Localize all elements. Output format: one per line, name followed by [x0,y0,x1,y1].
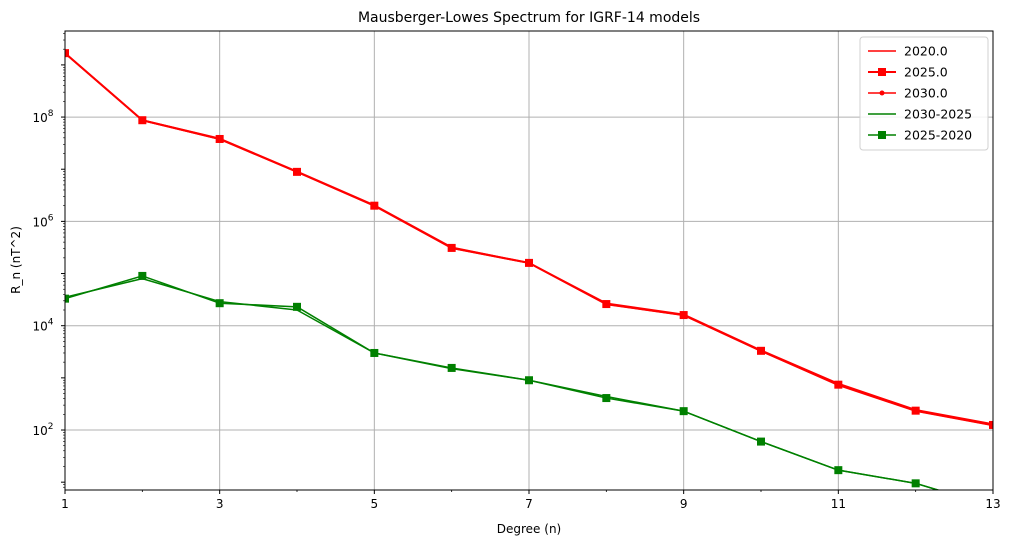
data-point [449,245,455,251]
data-point [679,407,688,416]
x-tick-label: 9 [680,497,688,511]
data-point [371,203,377,209]
y-tick-label: 104 [32,318,53,334]
data-point [525,376,533,385]
x-tick-label: 1 [61,497,69,511]
data-point [293,302,301,311]
data-point [139,117,145,123]
legend-marker [878,131,886,139]
legend-entry: 2030.0 [868,86,948,101]
x-tick-label: 11 [831,497,846,511]
x-tick-label: 7 [525,497,533,511]
y-tick-label: 106 [32,213,53,229]
data-point [370,348,379,357]
data-point [447,363,456,372]
legend: 2020.0 2025.0 2030.0 2030-2025 2025-2020 [859,36,989,151]
grid [64,31,994,490]
legend-label: 2030-2025 [904,107,972,122]
legend-marker [878,68,886,76]
x-tick-label: 5 [371,497,379,511]
data-point [217,136,223,142]
data-point [758,348,764,354]
data-point [602,394,611,403]
legend-marker [879,90,885,96]
data-point [913,408,919,414]
data-point [294,169,300,175]
legend-entry: 2030-2025 [868,107,972,122]
legend-entry: 2025-2020 [868,128,972,143]
x-tick-label: 3 [216,497,224,511]
data-point [834,466,843,475]
y-tick-label: 108 [32,109,53,125]
legend-label: 2025.0 [904,65,948,80]
data-point [835,382,841,388]
legend-label: 2025-2020 [904,128,972,143]
data-point [526,260,532,266]
data-point [911,479,920,488]
data-point [990,423,993,429]
series-2025-2020 [65,271,941,490]
series-group [65,49,993,490]
legend-label: 2030.0 [904,86,948,101]
data-point [65,50,68,56]
y-axis-label: R_n (nT^2) [9,226,23,294]
series-2030.0 [65,50,993,429]
legend-label: 2020.0 [904,44,948,59]
legend-entry: 2020.0 [868,44,948,59]
x-axis-label: Degree (n) [497,522,561,536]
legend-box [859,36,989,151]
data-point [603,301,609,307]
chart-title: Mausberger-Lowes Spectrum for IGRF-14 mo… [358,10,700,26]
data-point [681,312,687,318]
data-point [65,294,69,303]
data-point [138,271,147,280]
x-tick-label: 13 [985,497,1000,511]
data-point [215,299,224,308]
legend-entry: 2025.0 [868,65,948,80]
data-point [757,437,765,446]
y-tick-label: 102 [32,422,53,438]
